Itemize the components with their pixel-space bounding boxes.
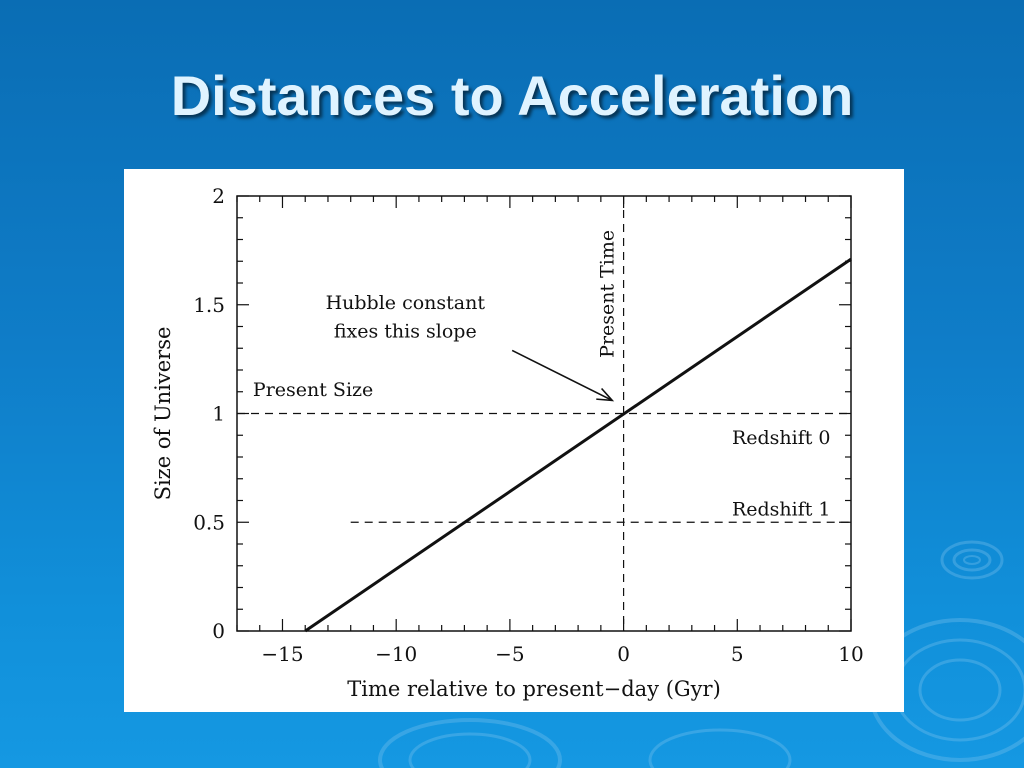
x-axis-label: Time relative to present−day (Gyr): [347, 677, 721, 701]
redshift-0-label: Redshift 0: [732, 427, 831, 449]
x-tick-label: 0: [617, 642, 630, 666]
y-tick-label: 2: [212, 184, 225, 208]
chart-panel: −15 −10 −5 0 5 10 0 0.5 1 1.5 2 Time relative to pr…: [124, 169, 904, 712]
x-tick-label: −5: [495, 642, 524, 666]
present-size-label: Present Size: [253, 379, 373, 401]
hubble-annotation-line-2: fixes this slope: [334, 320, 477, 342]
chart-svg: −15 −10 −5 0 5 10 0 0.5 1 1.5 2 Time relative to pr…: [151, 184, 864, 701]
x-tick-label: 10: [838, 642, 863, 666]
x-tick-label: −15: [261, 642, 303, 666]
redshift-1-label: Redshift 1: [732, 499, 831, 521]
y-tick-label: 0: [212, 619, 225, 643]
x-tick-label: 5: [731, 642, 744, 666]
hubble-arrow-shaft: [511, 349, 613, 402]
present-time-label: Present Time: [596, 230, 618, 358]
hubble-arrow-head: [596, 387, 615, 402]
y-axis-label: Size of Universe: [151, 327, 175, 501]
y-tick-label: 1.5: [193, 293, 225, 317]
hubble-annotation-line-1: Hubble constant: [326, 292, 486, 314]
y-tick-label: 0.5: [193, 510, 225, 534]
size-of-universe-line: [304, 257, 852, 633]
x-tick-label: −10: [375, 642, 417, 666]
y-tick-label: 1: [212, 402, 225, 426]
slide-title: Distances to Acceleration: [170, 64, 854, 127]
